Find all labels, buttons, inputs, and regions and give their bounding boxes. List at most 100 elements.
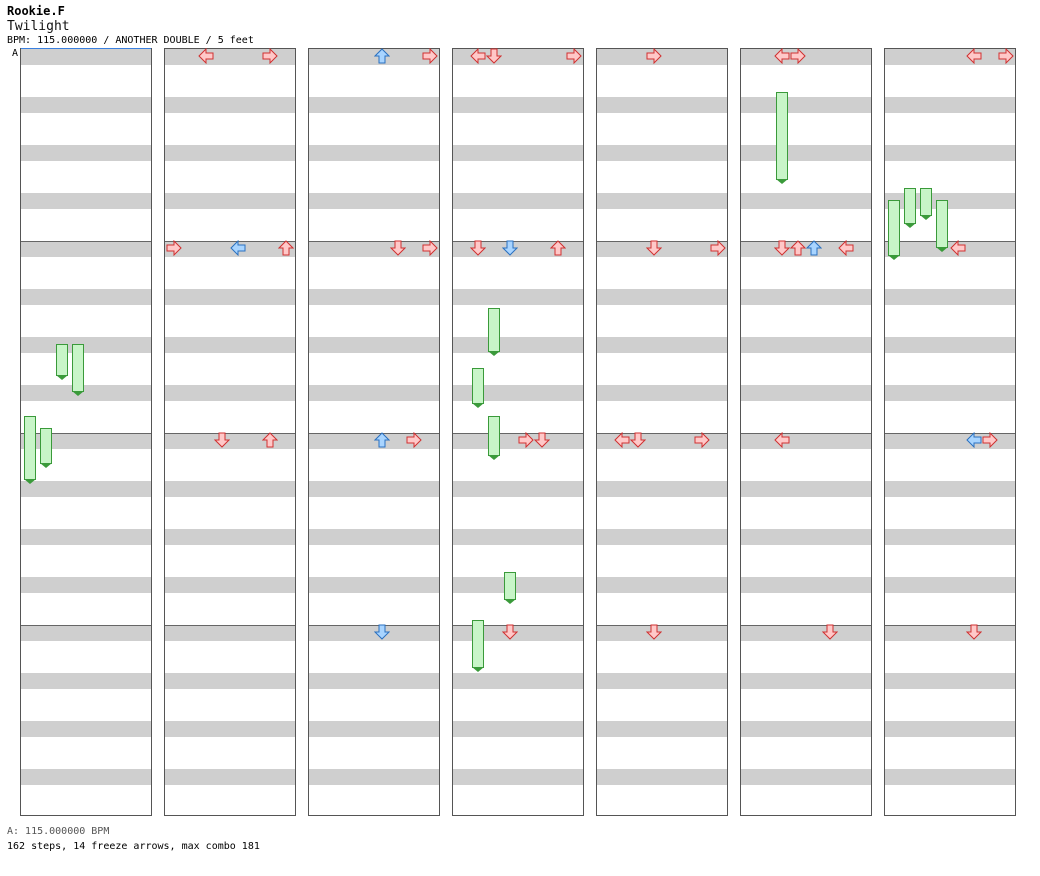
beat-band — [741, 673, 871, 689]
beat-band — [165, 673, 295, 689]
beat-band — [309, 529, 439, 545]
step-arrow-left-icon — [614, 432, 630, 448]
step-arrow-left-icon — [950, 240, 966, 256]
freeze-arrow — [776, 92, 788, 184]
beat-band — [309, 385, 439, 401]
beat-band — [741, 97, 871, 113]
chart-column — [164, 48, 296, 816]
step-stats: 162 steps, 14 freeze arrows, max combo 1… — [7, 841, 260, 852]
beat-band — [597, 385, 727, 401]
beat-band — [453, 625, 583, 641]
measure-line — [165, 241, 295, 242]
step-arrow-right-icon — [422, 48, 438, 64]
step-arrow-left-icon — [470, 48, 486, 64]
song-title: Twilight — [7, 19, 70, 34]
beat-band — [309, 97, 439, 113]
beat-band — [597, 97, 727, 113]
beat-band — [453, 193, 583, 209]
beat-band — [453, 337, 583, 353]
step-arrow-right-icon — [406, 432, 422, 448]
measure-line — [885, 433, 1015, 434]
step-arrow-right-icon — [422, 240, 438, 256]
freeze-arrow — [920, 188, 932, 220]
chart-column — [596, 48, 728, 816]
beat-band — [21, 337, 151, 353]
beat-band — [741, 145, 871, 161]
step-arrow-down-icon — [374, 624, 390, 640]
beat-band — [885, 289, 1015, 305]
step-arrow-up-icon — [790, 240, 806, 256]
step-arrow-right-icon — [566, 48, 582, 64]
chart-column — [308, 48, 440, 816]
beat-band — [453, 433, 583, 449]
beat-band — [453, 145, 583, 161]
beat-band — [885, 49, 1015, 65]
beat-band — [21, 49, 151, 65]
beat-band — [309, 145, 439, 161]
beat-band — [885, 241, 1015, 257]
step-arrow-up-icon — [374, 432, 390, 448]
step-arrow-down-icon — [502, 240, 518, 256]
freeze-arrow — [56, 344, 68, 380]
beat-band — [885, 625, 1015, 641]
chart-info: BPM: 115.000000 / ANOTHER DOUBLE / 5 fee… — [7, 35, 254, 46]
step-arrow-left-icon — [838, 240, 854, 256]
beat-band — [597, 625, 727, 641]
beat-band — [309, 673, 439, 689]
step-arrow-up-icon — [374, 48, 390, 64]
beat-band — [453, 769, 583, 785]
beat-band — [165, 337, 295, 353]
beat-band — [165, 481, 295, 497]
measure-line — [741, 433, 871, 434]
measure-line — [597, 241, 727, 242]
step-arrow-down-icon — [646, 624, 662, 640]
beat-band — [597, 529, 727, 545]
beat-band — [165, 193, 295, 209]
beat-band — [309, 193, 439, 209]
beat-band — [309, 481, 439, 497]
beat-band — [741, 433, 871, 449]
freeze-arrow — [472, 620, 484, 672]
artist-name: Rookie.F — [7, 4, 65, 18]
beat-band — [165, 97, 295, 113]
measure-line — [21, 433, 151, 434]
beat-band — [597, 673, 727, 689]
beat-band — [885, 193, 1015, 209]
beat-band — [453, 241, 583, 257]
step-arrow-up-icon — [806, 240, 822, 256]
step-arrow-left-icon — [230, 240, 246, 256]
beat-band — [21, 673, 151, 689]
beat-band — [165, 625, 295, 641]
step-arrow-right-icon — [694, 432, 710, 448]
beat-band — [597, 721, 727, 737]
beat-band — [885, 721, 1015, 737]
measure-line — [453, 241, 583, 242]
step-arrow-down-icon — [646, 240, 662, 256]
beat-band — [453, 577, 583, 593]
step-arrow-right-icon — [646, 48, 662, 64]
beat-band — [453, 289, 583, 305]
measure-line — [741, 625, 871, 626]
step-arrow-down-icon — [774, 240, 790, 256]
beat-band — [741, 529, 871, 545]
beat-band — [885, 769, 1015, 785]
freeze-arrow — [72, 344, 84, 396]
beat-band — [309, 721, 439, 737]
beat-band — [597, 289, 727, 305]
step-arrow-up-icon — [550, 240, 566, 256]
measure-line — [21, 241, 151, 242]
beat-band — [741, 481, 871, 497]
beat-band — [165, 577, 295, 593]
freeze-arrow — [488, 416, 500, 460]
step-arrow-left-icon — [966, 432, 982, 448]
beat-band — [165, 433, 295, 449]
beat-band — [885, 673, 1015, 689]
chart-column — [452, 48, 584, 816]
beat-band — [741, 289, 871, 305]
step-arrow-left-icon — [966, 48, 982, 64]
beat-band — [885, 577, 1015, 593]
beat-band — [453, 97, 583, 113]
beat-band — [597, 241, 727, 257]
measure-line — [453, 433, 583, 434]
beat-band — [741, 385, 871, 401]
